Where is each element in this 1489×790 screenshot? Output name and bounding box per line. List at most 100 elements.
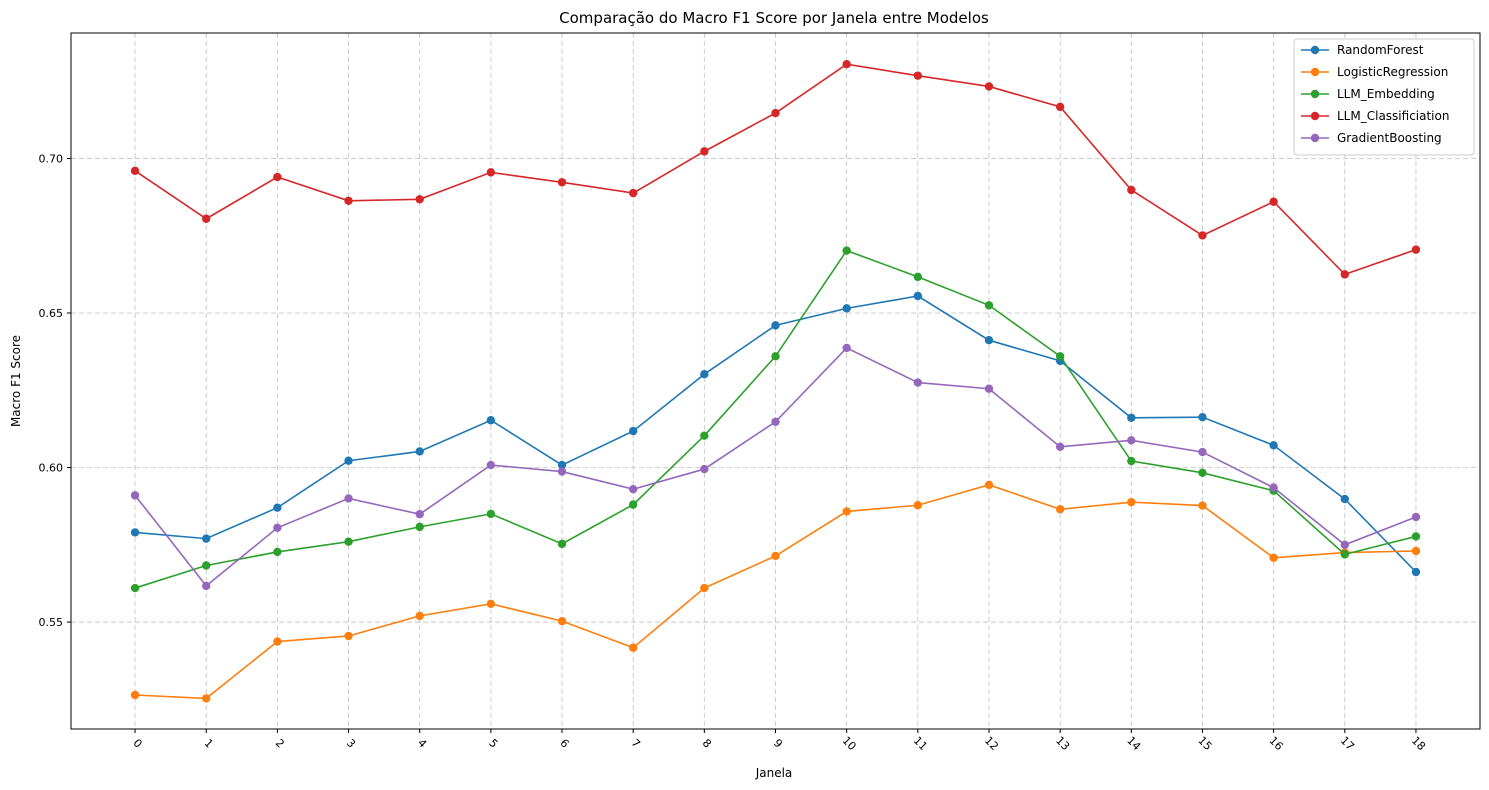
series-layer [130, 60, 1421, 703]
series-LLM_Embedding [130, 246, 1421, 593]
legend-label: LLM_Classificiation [1337, 109, 1449, 123]
data-point [557, 460, 567, 470]
data-point [273, 547, 282, 557]
data-point [1127, 497, 1136, 507]
legend-item: LLM_Classificiation [1301, 109, 1449, 123]
data-point [557, 178, 567, 187]
data-point [913, 71, 923, 80]
data-point [344, 631, 353, 641]
legend-marker [1310, 67, 1320, 77]
data-point [628, 643, 638, 652]
data-point [202, 561, 211, 570]
data-point [700, 431, 709, 440]
legend-item: GradientBoosting [1301, 131, 1442, 145]
data-point [557, 539, 567, 549]
data-point [1198, 412, 1207, 422]
data-point [842, 60, 851, 69]
data-point [1055, 505, 1065, 514]
grid-layer [71, 33, 1480, 729]
y-tick-label: 0.60 [39, 462, 64, 475]
data-point [913, 291, 923, 301]
legend-marker [1310, 89, 1320, 99]
data-point [130, 166, 140, 176]
data-point [984, 384, 994, 393]
data-point [344, 494, 353, 503]
data-point [273, 503, 282, 512]
data-point [913, 272, 923, 282]
data-point [771, 352, 780, 361]
data-point [771, 108, 780, 118]
series-GradientBoosting [130, 343, 1421, 591]
data-point [1340, 550, 1349, 559]
data-point [628, 426, 638, 436]
data-point [628, 484, 638, 494]
data-point [202, 694, 211, 703]
chart-title: Comparação do Macro F1 Score por Janela … [559, 9, 989, 27]
legend-marker [1310, 111, 1320, 121]
data-point [1411, 512, 1421, 522]
data-point [1198, 468, 1207, 477]
y-axis-ticks: 0.55 0.60 0.65 0.70 [39, 152, 71, 629]
legend-frame [1293, 38, 1475, 156]
data-point [700, 464, 709, 474]
data-point [842, 507, 851, 516]
data-point [344, 196, 353, 206]
data-point [557, 467, 567, 476]
data-point [1055, 102, 1065, 112]
data-point [415, 510, 424, 519]
legend-label: LogisticRegression [1337, 65, 1448, 79]
legend-label: LLM_Embedding [1337, 87, 1435, 101]
data-point [771, 551, 780, 561]
data-point [771, 321, 780, 330]
data-point [415, 522, 424, 532]
data-point [1340, 494, 1349, 504]
data-point [486, 460, 496, 470]
data-point [771, 417, 780, 426]
data-point [202, 534, 211, 543]
data-point [913, 378, 923, 387]
data-point [1411, 245, 1421, 254]
legend: RandomForest LogisticRegression LLM_Embedd… [1293, 38, 1475, 156]
data-point [486, 599, 496, 609]
x-axis-label: Janela [755, 766, 793, 780]
legend-label: RandomForest [1337, 43, 1424, 57]
data-point [984, 336, 994, 345]
data-point [628, 188, 638, 198]
data-point [130, 491, 140, 500]
data-point [1127, 413, 1136, 422]
data-point [486, 509, 496, 519]
data-point [1055, 352, 1065, 361]
data-point [1127, 456, 1136, 466]
data-point [1269, 483, 1278, 492]
series-LLM_Classificiation [130, 60, 1421, 279]
data-point [1411, 567, 1421, 577]
y-tick-label: 0.70 [39, 152, 64, 165]
data-point [1055, 442, 1065, 452]
data-point [1269, 441, 1278, 450]
y-tick-label: 0.55 [39, 616, 64, 629]
data-point [1340, 270, 1349, 279]
y-axis-label: Macro F1 Score [9, 335, 23, 427]
data-point [1127, 185, 1136, 195]
legend-item: LLM_Embedding [1301, 87, 1435, 101]
legend-label: GradientBoosting [1337, 131, 1442, 145]
data-point [842, 304, 851, 313]
data-point [984, 301, 994, 310]
data-point [344, 456, 353, 465]
data-point [130, 528, 140, 537]
data-point [130, 583, 140, 593]
data-point [273, 172, 282, 182]
data-point [557, 616, 567, 626]
legend-item: RandomForest [1301, 43, 1424, 57]
data-point [1411, 532, 1421, 541]
data-point [1411, 546, 1421, 556]
legend-marker [1310, 133, 1320, 143]
data-point [202, 581, 211, 591]
data-point [1269, 197, 1278, 206]
data-point [842, 246, 851, 255]
legend-marker [1310, 45, 1320, 55]
data-point [130, 690, 140, 700]
data-point [415, 195, 424, 204]
